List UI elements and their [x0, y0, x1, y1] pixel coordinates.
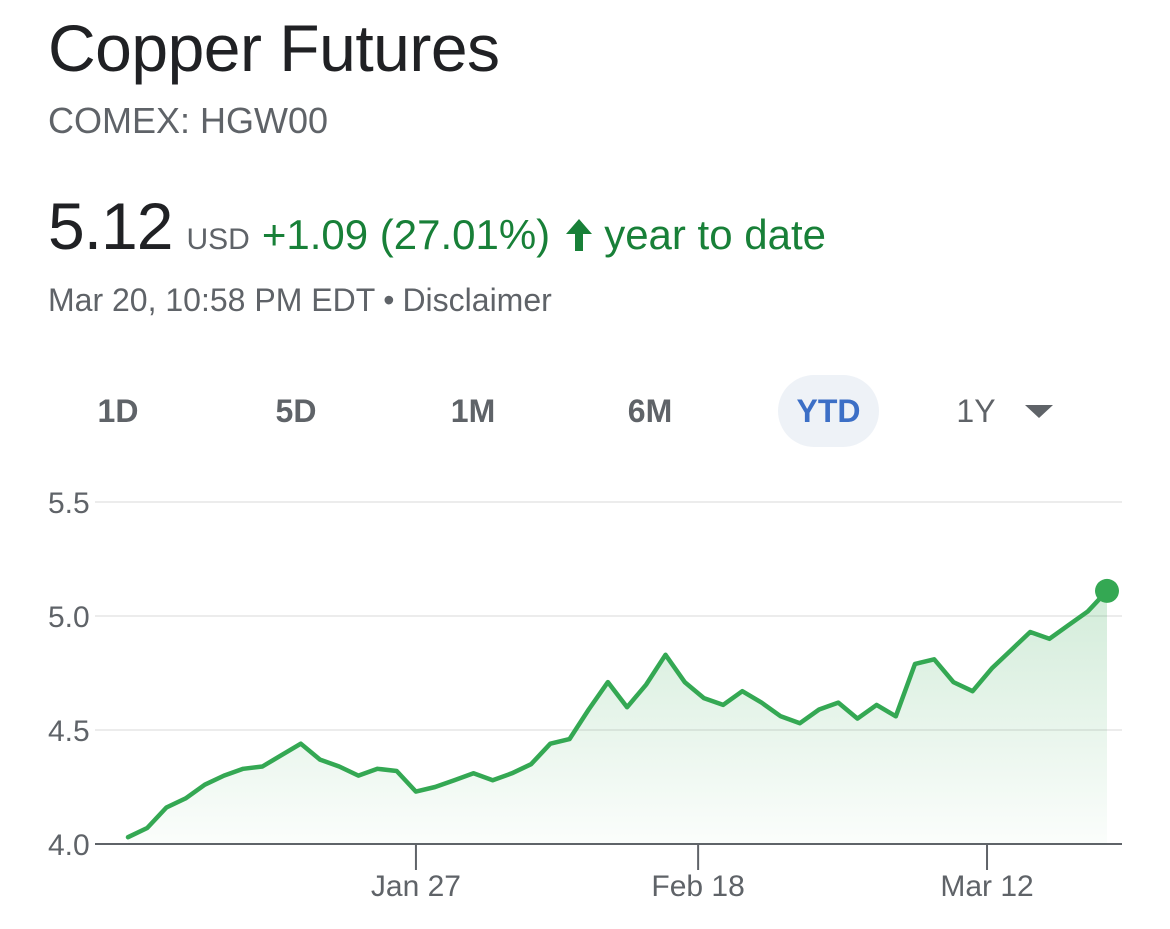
tab-6m[interactable]: 6M — [627, 393, 673, 429]
current-price: 5.12 — [48, 189, 173, 263]
tab-1y[interactable]: 1Y — [956, 393, 996, 429]
ticker-symbol: COMEX: HGW00 — [48, 100, 329, 141]
last-point-dot — [1095, 578, 1119, 603]
tab-5d[interactable]: 5D — [275, 393, 317, 429]
area-layer — [128, 590, 1107, 844]
period-label: year to date — [604, 211, 826, 258]
y-tick-label: 4.5 — [48, 715, 90, 748]
x-axis — [414, 844, 989, 870]
y-tick-label: 5.5 — [48, 487, 90, 520]
arrow-up-icon — [564, 217, 594, 258]
x-tick-label: Feb 18 — [651, 870, 744, 903]
tab-1m[interactable]: 1M — [450, 393, 496, 429]
page-title: Copper Futures — [48, 11, 500, 85]
axis-labels: 5.5 5.0 4.5 4.0 Jan 27 Feb 18 Mar 12 — [48, 487, 1034, 903]
tab-1d[interactable]: 1D — [97, 393, 139, 429]
series-area — [128, 590, 1107, 844]
range-tabs: 1D 5D 1M 6M YTD 1Y — [0, 375, 1170, 447]
x-tick-label: Jan 27 — [371, 870, 461, 903]
timestamp: Mar 20, 10:58 PM EDT — [48, 282, 376, 318]
quote-row: 5.12 USD +1.09 (27.01%) year to date — [48, 188, 826, 264]
price-chart: 5.5 5.0 4.5 4.0 Jan 27 Feb 18 Mar 12 — [48, 487, 1122, 903]
y-tick-label: 5.0 — [48, 601, 90, 634]
x-tick-label: Mar 12 — [940, 870, 1033, 903]
series-layer — [125, 578, 1119, 840]
y-tick-label: 4.0 — [48, 829, 90, 862]
quote-meta: Mar 20, 10:58 PM EDT • Disclaimer — [48, 282, 552, 319]
disclaimer-link[interactable]: Disclaimer — [402, 282, 552, 318]
tab-ytd[interactable]: YTD — [778, 375, 879, 447]
separator-dot: • — [383, 282, 395, 318]
price-change: +1.09 (27.01%) — [261, 211, 551, 258]
currency-label: USD — [186, 223, 250, 256]
caret-down-icon[interactable] — [1025, 405, 1053, 418]
series-line — [125, 588, 1110, 840]
